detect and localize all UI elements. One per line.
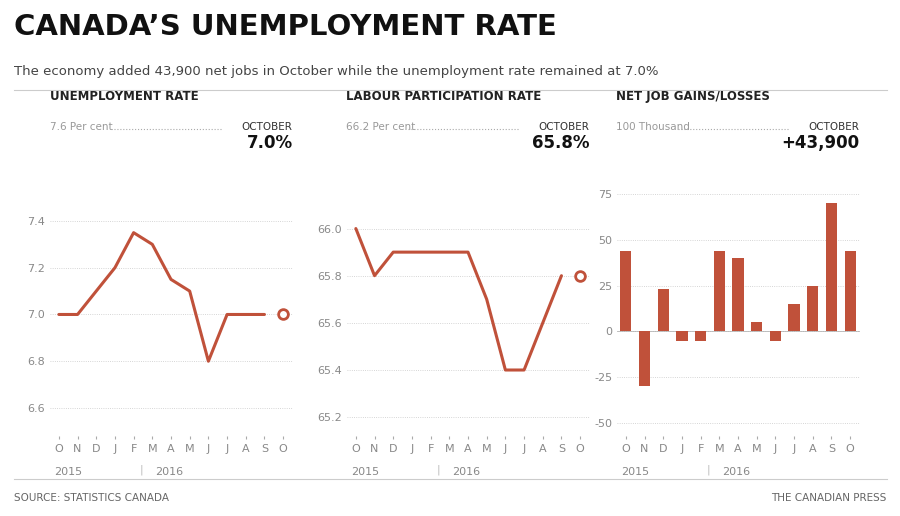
- Text: OCTOBER: OCTOBER: [538, 122, 590, 132]
- Text: 2015: 2015: [351, 467, 379, 477]
- Bar: [620, 251, 632, 331]
- Text: 100 Thousand: 100 Thousand: [616, 122, 690, 132]
- Bar: [826, 203, 837, 331]
- Bar: [807, 285, 818, 331]
- Text: CANADA’S UNEMPLOYMENT RATE: CANADA’S UNEMPLOYMENT RATE: [14, 13, 556, 41]
- Bar: [639, 331, 650, 386]
- Text: 2016: 2016: [156, 467, 184, 477]
- Bar: [844, 251, 856, 331]
- Text: 65.8%: 65.8%: [532, 134, 590, 152]
- Bar: [676, 331, 688, 341]
- Text: |: |: [140, 464, 144, 475]
- Bar: [788, 304, 800, 331]
- Text: OCTOBER: OCTOBER: [241, 122, 292, 132]
- Text: NET JOB GAINS/LOSSES: NET JOB GAINS/LOSSES: [616, 90, 770, 103]
- Text: |: |: [437, 464, 441, 475]
- Text: +43,900: +43,900: [781, 134, 860, 152]
- Bar: [770, 331, 781, 341]
- Text: 2015: 2015: [54, 467, 82, 477]
- Text: LABOUR PARTICIPATION RATE: LABOUR PARTICIPATION RATE: [346, 90, 542, 103]
- Text: SOURCE: STATISTICS CANADA: SOURCE: STATISTICS CANADA: [14, 493, 168, 503]
- Text: 66.2 Per cent: 66.2 Per cent: [346, 122, 416, 132]
- Text: 7.6 Per cent: 7.6 Per cent: [50, 122, 112, 132]
- Text: THE CANADIAN PRESS: THE CANADIAN PRESS: [771, 493, 886, 503]
- Text: 2015: 2015: [621, 467, 649, 477]
- Text: OCTOBER: OCTOBER: [808, 122, 860, 132]
- Text: 2016: 2016: [453, 467, 481, 477]
- Text: |: |: [707, 464, 711, 475]
- Text: 2016: 2016: [723, 467, 751, 477]
- Bar: [752, 322, 762, 331]
- Text: 7.0%: 7.0%: [247, 134, 292, 152]
- Text: The economy added 43,900 net jobs in October while the unemployment rate remaine: The economy added 43,900 net jobs in Oct…: [14, 64, 658, 77]
- Bar: [714, 251, 724, 331]
- Bar: [733, 258, 743, 331]
- Text: UNEMPLOYMENT RATE: UNEMPLOYMENT RATE: [50, 90, 198, 103]
- Bar: [658, 289, 669, 331]
- Bar: [695, 331, 707, 341]
